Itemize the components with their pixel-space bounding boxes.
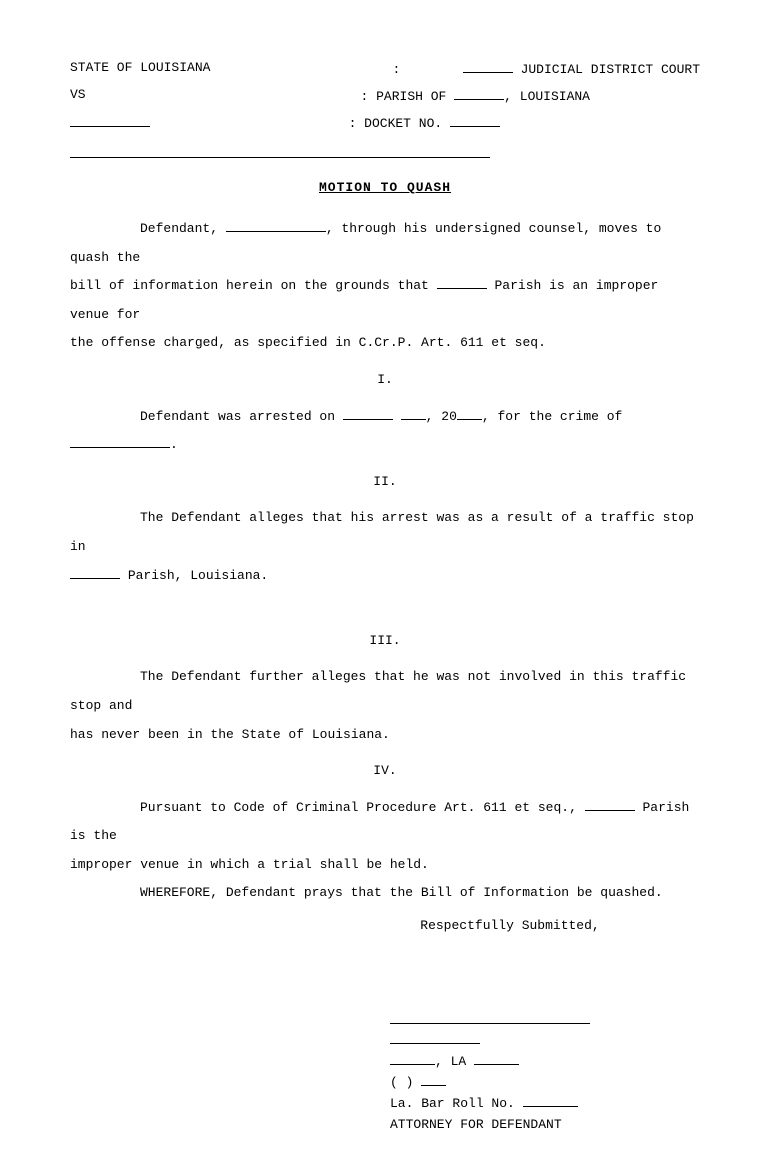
para1-line1: Defendant, , through his undersigned cou… <box>70 215 700 272</box>
court-label: : JUDICIAL DISTRICT COURT <box>393 60 700 77</box>
para4-line2: has never been in the State of Louisiana… <box>70 721 700 750</box>
wherefore-clause: WHEREFORE, Defendant prays that the Bill… <box>70 879 700 908</box>
parish-line: : PARISH OF , LOUISIANA <box>361 87 700 104</box>
defendant-name-blank[interactable] <box>226 219 326 232</box>
para3-line1: The Defendant alleges that his arrest wa… <box>70 504 700 561</box>
parish-blank-3[interactable] <box>70 566 120 579</box>
phone-blank[interactable] <box>421 1073 446 1086</box>
city-blank[interactable] <box>390 1052 435 1065</box>
judicial-blank[interactable] <box>463 60 513 73</box>
sig-city-state: , LA <box>390 1052 700 1073</box>
docket-line: : DOCKET NO. <box>349 114 700 131</box>
para1-line2: bill of information herein on the ground… <box>70 272 700 329</box>
para1-line3: the offense charged, as specified in C.C… <box>70 329 700 358</box>
docket-blank[interactable] <box>450 114 500 127</box>
attorney-label: ATTORNEY FOR DEFENDANT <box>390 1115 700 1136</box>
parish-blank[interactable] <box>454 87 504 100</box>
sig-line-1[interactable] <box>390 1011 590 1024</box>
para3-line2: Parish, Louisiana. <box>70 562 700 591</box>
para2: Defendant was arrested on , 20, for the … <box>70 403 700 460</box>
parish-blank-4[interactable] <box>585 798 635 811</box>
roman-4: IV. <box>70 757 700 786</box>
para4-line1: The Defendant further alleges that he wa… <box>70 663 700 720</box>
para5-line1: Pursuant to Code of Criminal Procedure A… <box>70 794 700 851</box>
zip-blank[interactable] <box>474 1052 519 1065</box>
bar-roll-blank[interactable] <box>523 1094 578 1107</box>
signature-block: , LA ( ) La. Bar Roll No. ATTORNEY FOR D… <box>390 1011 700 1136</box>
arrest-day-blank[interactable] <box>401 407 426 420</box>
bar-roll-line: La. Bar Roll No. <box>390 1094 700 1115</box>
arrest-month-blank[interactable] <box>343 407 393 420</box>
roman-3: III. <box>70 627 700 656</box>
roman-2: II. <box>70 468 700 497</box>
separator-line <box>70 145 490 158</box>
arrest-year-blank[interactable] <box>457 407 482 420</box>
roman-1: I. <box>70 366 700 395</box>
state-label: STATE OF LOUISIANA <box>70 60 210 77</box>
crime-blank[interactable] <box>70 435 170 448</box>
defendant-blank[interactable] <box>70 114 150 127</box>
sig-phone: ( ) <box>390 1073 700 1094</box>
vs-label: VS <box>70 87 86 104</box>
closing-salutation: Respectfully Submitted, <box>320 912 700 941</box>
document-title: MOTION TO QUASH <box>70 180 700 195</box>
sig-line-2[interactable] <box>390 1031 480 1044</box>
para5-line2: improper venue in which a trial shall be… <box>70 851 700 880</box>
parish-blank-2[interactable] <box>437 276 487 289</box>
